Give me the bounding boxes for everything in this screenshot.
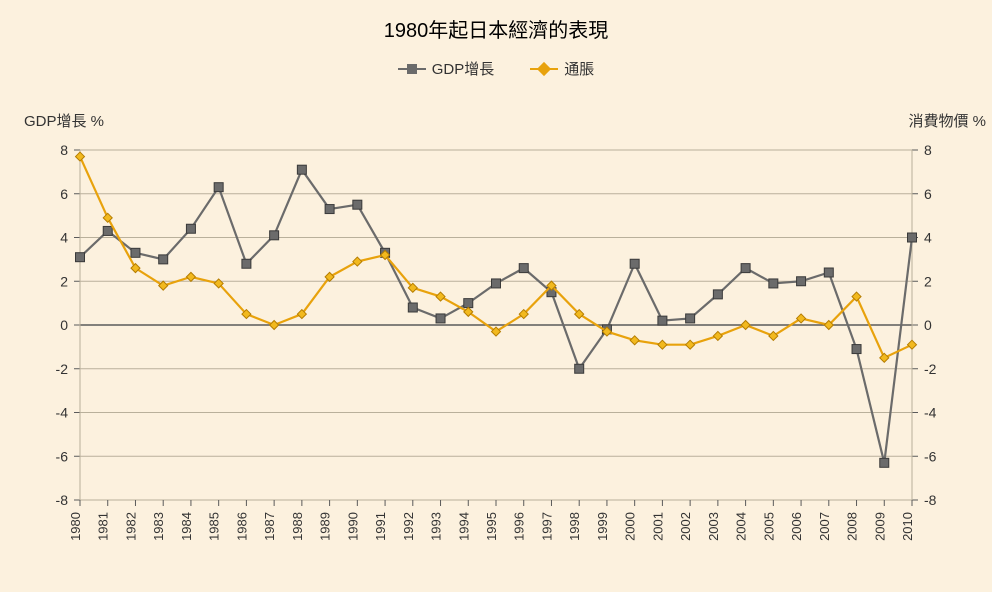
gdp-series-marker: [353, 200, 362, 209]
y-tick-right: -8: [924, 492, 937, 508]
x-tick-label: 2000: [623, 512, 638, 541]
x-tick-label: 1999: [595, 512, 610, 541]
y-tick-left: 8: [60, 142, 68, 158]
gdp-series-marker: [325, 205, 334, 214]
x-tick-label: 1995: [484, 512, 499, 541]
inflation-series-marker: [880, 353, 889, 362]
x-tick-label: 1993: [429, 512, 444, 541]
chart-plot-area: -8-8-6-6-4-4-2-2002244668819801981198219…: [0, 0, 992, 592]
chart-container: 1980年起日本經濟的表現 GDP增長 通脹 GDP增長 % 消費物價 % -8…: [0, 0, 992, 592]
x-tick-label: 1998: [567, 512, 582, 541]
gdp-series-marker: [159, 255, 168, 264]
y-tick-left: -8: [56, 492, 69, 508]
y-tick-right: 0: [924, 317, 932, 333]
inflation-series-marker: [436, 292, 445, 301]
x-tick-label: 2003: [706, 512, 721, 541]
x-tick-label: 2005: [761, 512, 776, 541]
gdp-series-marker: [408, 303, 417, 312]
x-tick-label: 1988: [290, 512, 305, 541]
y-tick-right: 2: [924, 273, 932, 289]
gdp-series-marker: [242, 259, 251, 268]
x-tick-label: 1992: [401, 512, 416, 541]
x-tick-label: 1994: [456, 512, 471, 541]
inflation-series-marker: [630, 336, 639, 345]
gdp-series-marker: [686, 314, 695, 323]
x-tick-label: 1991: [373, 512, 388, 541]
x-tick-label: 1986: [234, 512, 249, 541]
gdp-series-marker: [186, 224, 195, 233]
y-tick-left: -2: [56, 361, 69, 377]
x-tick-label: 1984: [179, 512, 194, 541]
gdp-series-marker: [492, 279, 501, 288]
y-tick-right: 4: [924, 230, 932, 246]
inflation-series-marker: [686, 340, 695, 349]
gdp-series-marker: [658, 316, 667, 325]
gdp-series-marker: [519, 264, 528, 273]
y-tick-right: 8: [924, 142, 932, 158]
inflation-series-marker: [658, 340, 667, 349]
y-tick-right: -6: [924, 448, 937, 464]
x-tick-label: 2007: [817, 512, 832, 541]
inflation-series-marker: [186, 272, 195, 281]
gdp-series-marker: [908, 233, 917, 242]
y-tick-left: 2: [60, 273, 68, 289]
y-tick-left: -4: [56, 405, 69, 421]
x-tick-label: 1982: [123, 512, 138, 541]
gdp-series-marker: [824, 268, 833, 277]
x-tick-label: 1996: [512, 512, 527, 541]
inflation-series-marker: [76, 152, 85, 161]
y-tick-left: 0: [60, 317, 68, 333]
x-tick-label: 1983: [151, 512, 166, 541]
x-tick-label: 2002: [678, 512, 693, 541]
gdp-series-marker: [630, 259, 639, 268]
gdp-series-marker: [797, 277, 806, 286]
x-tick-label: 1987: [262, 512, 277, 541]
x-tick-label: 1997: [539, 512, 554, 541]
y-tick-right: -4: [924, 405, 937, 421]
x-tick-label: 1990: [345, 512, 360, 541]
gdp-series-marker: [270, 231, 279, 240]
inflation-series-marker: [103, 213, 112, 222]
x-tick-label: 1980: [68, 512, 83, 541]
gdp-series-marker: [76, 253, 85, 262]
gdp-series-marker: [464, 299, 473, 308]
x-tick-label: 1989: [318, 512, 333, 541]
gdp-series-marker: [769, 279, 778, 288]
y-tick-right: -2: [924, 361, 937, 377]
inflation-series-marker: [908, 340, 917, 349]
gdp-series-marker: [852, 345, 861, 354]
inflation-series-marker: [353, 257, 362, 266]
gdp-series-marker: [575, 364, 584, 373]
x-tick-label: 1985: [207, 512, 222, 541]
x-tick-label: 2004: [734, 512, 749, 541]
x-tick-label: 2010: [900, 512, 915, 541]
inflation-series-marker: [270, 321, 279, 330]
inflation-series-marker: [713, 331, 722, 340]
gdp-series-marker: [297, 165, 306, 174]
gdp-series-marker: [436, 314, 445, 323]
gdp-series-marker: [713, 290, 722, 299]
gdp-series-line: [80, 170, 912, 463]
y-tick-right: 6: [924, 186, 932, 202]
x-tick-label: 2009: [872, 512, 887, 541]
inflation-series-marker: [741, 321, 750, 330]
x-tick-label: 2006: [789, 512, 804, 541]
x-tick-label: 1981: [96, 512, 111, 541]
y-tick-left: 6: [60, 186, 68, 202]
x-tick-label: 2001: [650, 512, 665, 541]
y-tick-left: 4: [60, 230, 68, 246]
gdp-series-marker: [214, 183, 223, 192]
x-tick-label: 2008: [845, 512, 860, 541]
gdp-series-marker: [880, 458, 889, 467]
gdp-series-marker: [741, 264, 750, 273]
gdp-series-marker: [131, 248, 140, 257]
y-tick-left: -6: [56, 448, 69, 464]
gdp-series-marker: [103, 226, 112, 235]
